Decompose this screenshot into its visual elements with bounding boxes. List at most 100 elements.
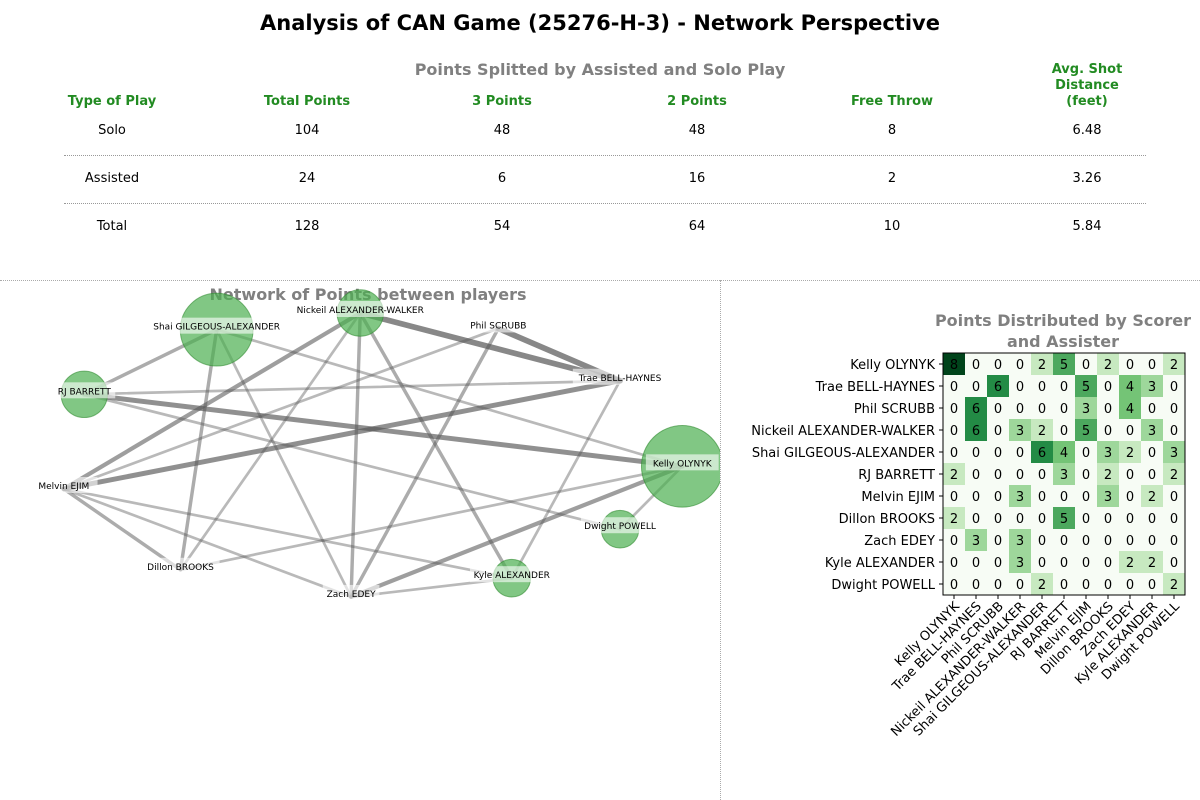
heatmap-cell: [1163, 397, 1185, 419]
network-node-label: RJ BARRETT: [58, 387, 112, 397]
heatmap-cell-value: 0: [1148, 578, 1156, 593]
table-cell: 24: [298, 171, 316, 186]
heatmap-cell: [1009, 353, 1031, 375]
network-node-label-bg: [141, 557, 220, 574]
heatmap-cell: [1163, 573, 1185, 595]
heatmap-cell-value: 0: [1148, 358, 1156, 373]
heatmap-cell: [1075, 529, 1097, 551]
heatmap-cell-value: 0: [1170, 380, 1178, 395]
network-node-label: Dwight POWELL: [584, 522, 656, 532]
heatmap-cell-value: 0: [1148, 534, 1156, 549]
heatmap-cell-value: 0: [950, 534, 958, 549]
heatmap-cell-value: 0: [1038, 380, 1046, 395]
heatmap-cell-value: 0: [1104, 380, 1112, 395]
heatmap-cell: [1031, 353, 1053, 375]
heatmap-cell: [1141, 397, 1163, 419]
heatmap-cell: [1163, 441, 1185, 463]
heatmap-cell: [1075, 463, 1097, 485]
table-cell: 5.84: [1072, 219, 1102, 234]
heatmap-cell: [965, 463, 987, 485]
heatmap-cell: [1075, 507, 1097, 529]
heatmap-row-label: Shai GILGEOUS-ALEXANDER: [752, 446, 935, 461]
table-header: 3 Points: [472, 94, 532, 109]
heatmap-cell: [1097, 419, 1119, 441]
network-node-label-bg: [322, 584, 380, 601]
network-edges: [61, 310, 685, 600]
table-cell: 8: [887, 123, 897, 138]
heatmap-cell: [1075, 397, 1097, 419]
heatmap-cell: [965, 485, 987, 507]
heatmap-cell-value: 0: [1016, 446, 1024, 461]
heatmap-cell: [1141, 551, 1163, 573]
heatmap-cell-value: 3: [1104, 490, 1112, 505]
network-edge: [510, 379, 622, 580]
table-cell: 128: [294, 219, 320, 234]
heatmap-cell-value: 2: [1104, 468, 1112, 483]
heatmap-cell: [1031, 529, 1053, 551]
heatmap-cell-value: 6: [972, 424, 980, 439]
table-row-separator: [64, 203, 1146, 204]
heatmap-cell-value: 0: [1148, 446, 1156, 461]
table-title: Points Splitted by Assisted and Solo Pla…: [414, 60, 786, 79]
heatmap-cell-value: 2: [1126, 446, 1134, 461]
heatmap-cell: [943, 397, 965, 419]
table-cell: 3.26: [1072, 171, 1102, 186]
heatmap-cell-value: 0: [1126, 468, 1134, 483]
table-header: Free Throw: [850, 94, 934, 109]
heatmap-cell: [943, 507, 965, 529]
table-cell: 10: [883, 219, 901, 234]
heatmap-cell: [987, 353, 1009, 375]
network-edge: [215, 328, 684, 468]
heatmap-cell-value: 0: [1016, 468, 1024, 483]
network-edge: [349, 311, 362, 599]
heatmap-cell-value: 5: [1082, 380, 1090, 395]
heatmap-cell: [1097, 485, 1119, 507]
heatmap-cell-value: 0: [1170, 534, 1178, 549]
heatmap-cell: [1009, 397, 1031, 419]
heatmap-cell: [965, 573, 987, 595]
network-edge: [82, 379, 622, 396]
network-edge: [61, 378, 623, 492]
heatmap-cell: [1053, 507, 1075, 529]
heatmap-cell-value: 0: [1016, 402, 1024, 417]
heatmap-cell: [965, 353, 987, 375]
heatmap-cell: [1009, 485, 1031, 507]
heatmap-cell: [1053, 419, 1075, 441]
heatmap-cell: [1141, 507, 1163, 529]
heatmap-cell: [1075, 551, 1097, 573]
heatmap-cell: [1119, 353, 1141, 375]
table-row-separator: [64, 155, 1146, 156]
heatmap-cell-value: 0: [972, 556, 980, 571]
heatmap-cell-value: 0: [1082, 446, 1090, 461]
network-node-label-bg: [30, 476, 98, 493]
heatmap-cell-value: 0: [1126, 512, 1134, 527]
heatmap-cell: [1163, 485, 1185, 507]
heatmap-cell-value: 0: [950, 402, 958, 417]
heatmap-cell: [1075, 375, 1097, 397]
heatmap-cell-value: 8: [950, 358, 958, 373]
heatmap-cell-value: 0: [1082, 534, 1090, 549]
heatmap-row-label: Zach EDEY: [864, 534, 935, 549]
heatmap-cell: [1009, 507, 1031, 529]
heatmap-cells: 8 0 0 0 2 5 0 2 0 0 20 0 6 0 0 0 5 0 4 3 00 6 0 0 0 0 3 0 4 0 00 6 0 3 2 0 5…: [943, 353, 1185, 595]
heatmap-cell-value: 0: [972, 380, 980, 395]
heatmap-cell: [987, 441, 1009, 463]
heatmap-row-label: Kyle ALEXANDER: [825, 556, 935, 571]
heatmap-row-label: Nickeil ALEXANDER-WALKER: [751, 424, 935, 439]
horizontal-divider: [0, 280, 1200, 281]
heatmap-cell: [965, 441, 987, 463]
network-edge: [82, 392, 622, 531]
network-node-label-bg: [150, 317, 283, 334]
network-node-label: Dillon BROOKS: [147, 563, 214, 573]
heatmap-cell: [1119, 419, 1141, 441]
heatmap-cell-value: 0: [1060, 490, 1068, 505]
heatmap-cell-value: 0: [1060, 556, 1068, 571]
heatmap-cell: [1031, 551, 1053, 573]
heatmap-cell-value: 0: [1104, 578, 1112, 593]
heatmap-cell: [943, 353, 965, 375]
heatmap-cell: [987, 419, 1009, 441]
heatmap-cell: [1009, 419, 1031, 441]
heatmap-cell-value: 2: [950, 468, 958, 483]
heatmap-cell-value: 0: [994, 534, 1002, 549]
heatmap-cell-value: 0: [1038, 490, 1046, 505]
